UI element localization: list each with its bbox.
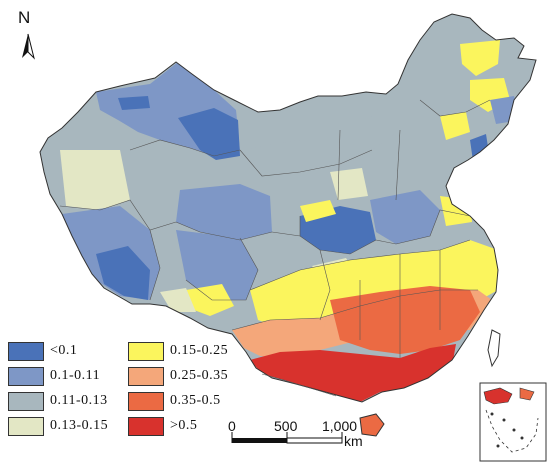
legend-swatch [128, 366, 164, 386]
internal-boundaries [59, 99, 491, 397]
legend-swatch [8, 366, 44, 386]
region-south-orange [330, 286, 480, 354]
south-china-sea-inset [479, 382, 547, 462]
inset-island-4 [520, 436, 524, 440]
legend-item: <0.1 [8, 340, 77, 362]
legend-swatch [8, 391, 44, 411]
country-outline [39, 13, 537, 403]
legend-item: 0.35-0.5 [128, 390, 221, 412]
scale-bar [231, 432, 343, 444]
scale-label-1000: 1,000 [322, 418, 358, 434]
legend-label: 0.35-0.5 [170, 393, 221, 408]
region-tibet-east [176, 230, 258, 300]
inset-dash-line [485, 409, 539, 453]
legend-item: 0.1-0.11 [8, 365, 100, 387]
region-dark-north [178, 108, 240, 160]
legend-label: 0.15-0.25 [170, 343, 229, 358]
inset-island-3 [512, 428, 516, 432]
region-central-yellow [300, 200, 336, 222]
region-qinghai [176, 184, 272, 240]
north-arrow-left-half [22, 34, 28, 58]
inset-island-2 [502, 418, 506, 422]
inset-island-1 [490, 412, 494, 416]
legend-item: >0.5 [128, 415, 197, 437]
region-inner-mongolia [240, 30, 470, 176]
legend: <0.1 0.1-0.11 0.11-0.13 0.13-0.15 0.15-0… [6, 336, 306, 446]
region-south-yellow [250, 240, 498, 328]
region-yellow-tibet [186, 284, 234, 316]
scale-unit: km [344, 433, 363, 449]
legend-label: <0.1 [50, 343, 78, 358]
legend-label: 0.25-0.35 [170, 368, 229, 383]
region-northeast-yellow-3 [440, 112, 470, 140]
hainan-island [359, 413, 385, 437]
north-arrow [22, 33, 35, 60]
legend-item: 0.25-0.35 [128, 365, 228, 387]
region-light-north [330, 168, 368, 200]
region-tibet-dark [96, 246, 150, 300]
inset-island-5 [496, 444, 500, 448]
north-arrow-right-half [27, 33, 35, 60]
region-central-mid [370, 190, 440, 244]
scale-label-0: 0 [228, 418, 236, 434]
legend-item: 0.11-0.13 [8, 390, 108, 412]
region-dark-west [118, 96, 150, 110]
inset-coast-2 [519, 387, 535, 401]
legend-swatch [128, 341, 164, 361]
legend-item: 0.15-0.25 [128, 340, 228, 362]
legend-swatch [8, 341, 44, 361]
legend-swatch [128, 416, 164, 436]
legend-label: >0.5 [170, 418, 198, 433]
north-label: N [18, 8, 31, 27]
scale-bar-black [232, 438, 287, 443]
region-green-tibet [160, 288, 196, 312]
legend-label: 0.11-0.13 [50, 393, 108, 408]
region-northeast-yellow-1 [460, 40, 500, 76]
legend-label: 0.1-0.11 [50, 368, 101, 383]
inset-coast [483, 387, 513, 405]
region-xinjiang-south [60, 150, 130, 210]
legend-label: 0.13-0.15 [50, 418, 109, 433]
legend-swatch [128, 391, 164, 411]
taiwan-island [487, 329, 501, 368]
legend-swatch [8, 416, 44, 436]
legend-item: 0.13-0.15 [8, 415, 108, 437]
scale-label-500: 500 [274, 418, 298, 434]
